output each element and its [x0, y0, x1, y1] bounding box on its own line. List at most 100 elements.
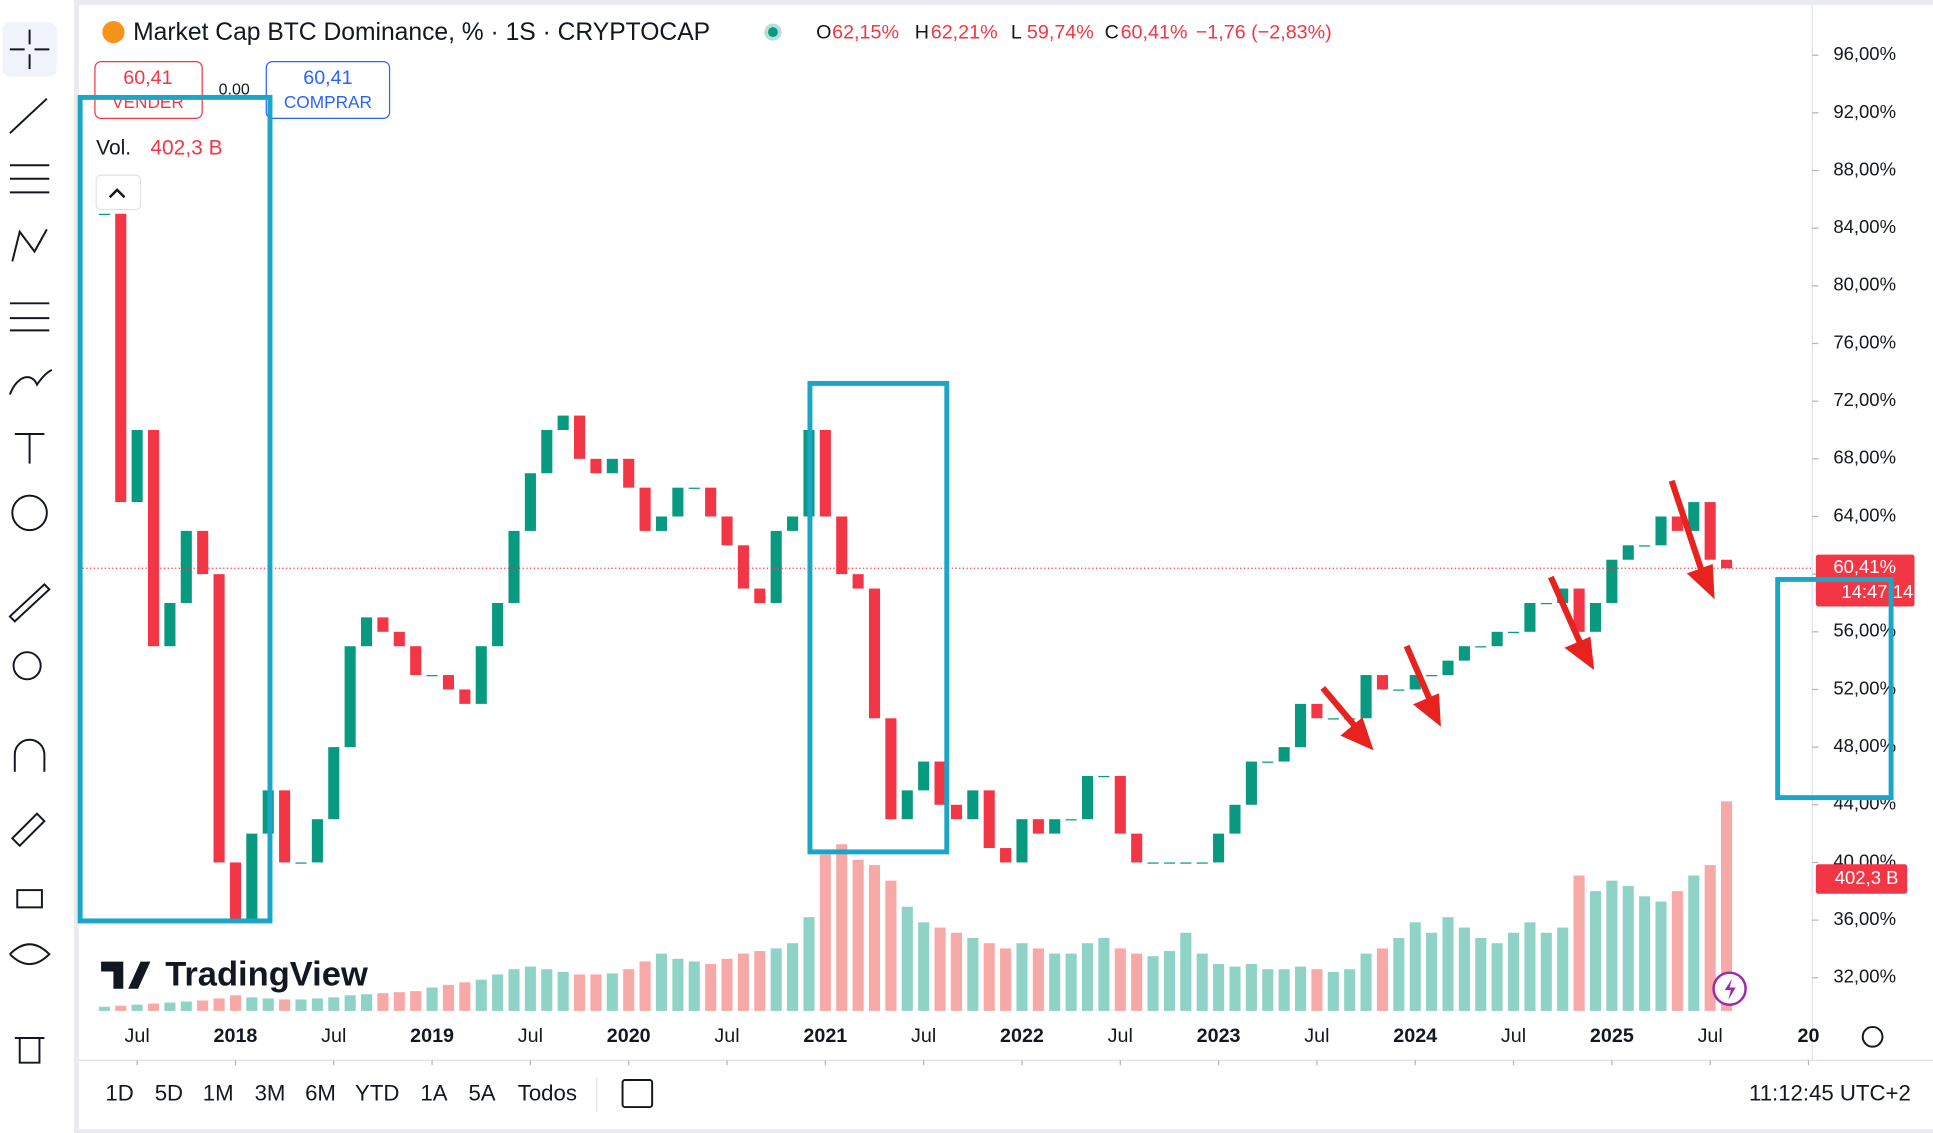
volume-bar: [1081, 943, 1094, 1011]
volume-bar: [492, 974, 504, 1011]
candle: [295, 862, 307, 864]
x-tick-label: Jul: [714, 1025, 739, 1047]
buy-button[interactable]: 60,41 COMPRAR: [265, 61, 391, 120]
x-tick-label: Jul: [518, 1025, 543, 1047]
volume-bar: [1507, 932, 1520, 1011]
volume-bar: [459, 982, 471, 1011]
candle: [754, 588, 766, 603]
candle: [131, 429, 143, 503]
left-toolbar: [0, 0, 74, 1133]
candle: [311, 819, 323, 863]
volume-bar: [672, 958, 684, 1011]
arrow-head: [1412, 693, 1441, 727]
crosshair-tool[interactable]: [2, 22, 57, 77]
timeframe-button[interactable]: YTD: [355, 1081, 399, 1106]
arrow: [1320, 685, 1359, 730]
candle: [98, 213, 110, 216]
timeframe-button[interactable]: 5A: [468, 1081, 495, 1106]
text-tool[interactable]: [14, 432, 45, 464]
collapse-button[interactable]: [95, 174, 142, 211]
pattern-tool[interactable]: [11, 228, 48, 262]
candle: [590, 458, 602, 474]
volume-bar: [737, 953, 749, 1011]
timeframe-button[interactable]: 5D: [155, 1081, 183, 1106]
annotations: [77, 94, 1894, 924]
sell-button[interactable]: 60,41 VENDER: [94, 61, 203, 120]
volume-bar: [918, 922, 930, 1011]
candle: [213, 574, 225, 863]
highlight-box: [77, 94, 273, 924]
zoom-tool[interactable]: [12, 651, 42, 681]
volume-bar: [852, 859, 864, 1011]
x-tick-label: 2018: [214, 1025, 258, 1047]
volume-bar: [1065, 953, 1077, 1011]
brush-tool[interactable]: [8, 368, 53, 395]
y-tick-label: 88,00%: [1833, 158, 1896, 179]
candle: [1376, 675, 1389, 690]
x-tick-label: Jul: [1304, 1025, 1329, 1047]
volume-bar: [1049, 953, 1061, 1011]
timeframe-button[interactable]: 6M: [305, 1081, 336, 1106]
candle: [229, 862, 242, 921]
timeframe-button[interactable]: 1D: [105, 1081, 133, 1106]
lock-draw-tool[interactable]: [10, 812, 46, 848]
ruler-tool[interactable]: [8, 583, 51, 623]
y-tick-label: 68,00%: [1833, 447, 1896, 468]
volume-bar: [950, 932, 962, 1011]
volume-bar: [98, 1006, 110, 1011]
arrow: [1403, 644, 1433, 702]
y-tick-label: 80,00%: [1833, 274, 1896, 295]
volume-bar: [442, 984, 455, 1011]
candle: [655, 516, 668, 531]
candle: [574, 415, 586, 459]
volume-bar: [1721, 801, 1733, 1011]
magnet-tool[interactable]: [13, 738, 46, 772]
timeframe-button[interactable]: 1M: [203, 1081, 234, 1106]
buy-label: COMPRAR: [284, 92, 372, 112]
volume-bar: [1639, 896, 1651, 1011]
date-range-button[interactable]: [621, 1078, 654, 1109]
volume-bar: [983, 943, 995, 1011]
timeframe-button[interactable]: Todos: [518, 1081, 577, 1106]
x-tick-label: Jul: [125, 1025, 150, 1047]
lock-tool[interactable]: [16, 889, 43, 909]
volume-bar: [1294, 966, 1307, 1011]
timeframes: 1D 5D 1M 3M 6M YTD 1A 5A Todos: [105, 1081, 577, 1106]
candle: [1573, 588, 1585, 632]
trendline-tool[interactable]: [9, 97, 48, 134]
settings-icon[interactable]: [1861, 1025, 1884, 1048]
logo: TradingView: [165, 956, 368, 994]
fib-tool[interactable]: [9, 164, 50, 194]
candle: [885, 718, 897, 820]
timeframe-button[interactable]: 1A: [420, 1081, 447, 1106]
volume-bar: [655, 953, 668, 1011]
volume-label: Vol.: [96, 137, 131, 160]
candle: [1032, 819, 1044, 834]
candle: [1524, 602, 1536, 632]
volume-bar: [1262, 969, 1274, 1011]
timeframe-button[interactable]: 3M: [255, 1081, 286, 1106]
candle: [147, 429, 160, 647]
candle: [557, 415, 569, 430]
sell-price: 60,41: [123, 67, 172, 89]
candle: [836, 516, 848, 575]
candle: [1147, 862, 1159, 864]
candle: [688, 487, 700, 489]
delete-tool[interactable]: [14, 1037, 45, 1064]
emoji-tool[interactable]: [11, 494, 48, 532]
y-tick-label: 32,00%: [1833, 966, 1896, 987]
volume-bar: [1491, 943, 1503, 1011]
forecast-tool[interactable]: [9, 302, 50, 332]
x-tick-label: 2023: [1197, 1025, 1241, 1047]
volume-bar: [180, 1001, 192, 1011]
candle: [1213, 833, 1225, 863]
hide-tool[interactable]: [9, 943, 51, 966]
candle: [508, 530, 520, 603]
volume-bar: [1409, 922, 1421, 1011]
ohlc-key: H: [915, 22, 929, 44]
candle: [197, 530, 209, 575]
alert-bolt: [1724, 978, 1736, 1000]
candle: [1622, 545, 1634, 560]
buy-price: 60,41: [303, 67, 352, 89]
candle: [737, 545, 749, 589]
